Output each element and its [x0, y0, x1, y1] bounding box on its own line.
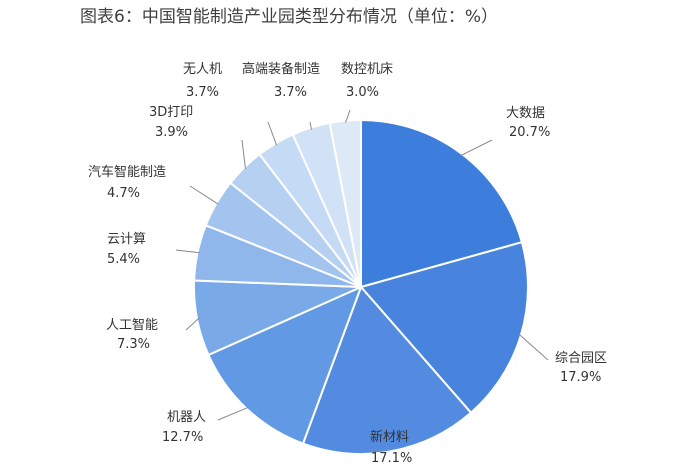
leader-line-8	[241, 139, 246, 170]
slice-value-label: 17.1%	[371, 451, 412, 466]
slice-category-label: 机器人	[167, 410, 206, 425]
leader-line-3	[371, 448, 391, 451]
slice-value-label: 4.7%	[107, 186, 140, 201]
slice-labels: 大数据 20.7% 综合园区 17.9% 新材料 17.1% 机器人 12.7% 人工智能 7.3…	[88, 61, 607, 466]
pie-slice-4	[207, 285, 363, 445]
slice-value-label: 3.7%	[274, 85, 307, 100]
leader-line-1	[460, 139, 493, 157]
leader-line-10	[309, 121, 312, 130]
pie-slice-11	[328, 118, 362, 288]
leader-line-9	[267, 121, 278, 146]
pie-slices	[193, 118, 529, 455]
leader-line-2	[518, 333, 549, 361]
pie-slice-1	[360, 118, 524, 289]
slice-category-label: 人工智能	[106, 318, 158, 333]
leader-line-11	[345, 109, 351, 123]
leader-line-4	[217, 406, 249, 421]
chart-title: 图表6：中国智能制造产业园类型分布情况（单位：%）	[80, 7, 498, 27]
slice-category-label: 无人机	[183, 62, 222, 77]
slice-category-label: 综合园区	[555, 351, 607, 366]
slice-value-label: 17.9%	[560, 370, 601, 385]
leader-line-7	[189, 185, 219, 205]
slice-category-label: 高端装备制造	[242, 61, 320, 77]
slice-value-label: 3.9%	[155, 125, 188, 140]
slice-category-label: 新材料	[370, 429, 409, 445]
slice-value-label: 7.3%	[117, 337, 150, 352]
leader-line-6	[175, 249, 200, 254]
slice-value-label: 12.7%	[162, 430, 203, 445]
slice-category-label: 大数据	[506, 106, 545, 121]
leader-line-5	[185, 317, 200, 331]
slice-category-label: 云计算	[107, 232, 146, 247]
slice-value-label: 3.7%	[186, 85, 219, 100]
slice-category-label: 数控机床	[341, 62, 393, 77]
pie-slice-3	[301, 285, 473, 455]
pie-slice-2	[359, 240, 529, 415]
slice-value-label: 3.0%	[346, 85, 379, 100]
slice-category-label: 汽车智能制造	[88, 164, 166, 180]
slice-value-label: 20.7%	[509, 125, 550, 140]
slice-value-label: 5.4%	[107, 252, 140, 267]
leader-lines	[175, 109, 549, 451]
slice-category-label: 3D打印	[149, 105, 193, 120]
